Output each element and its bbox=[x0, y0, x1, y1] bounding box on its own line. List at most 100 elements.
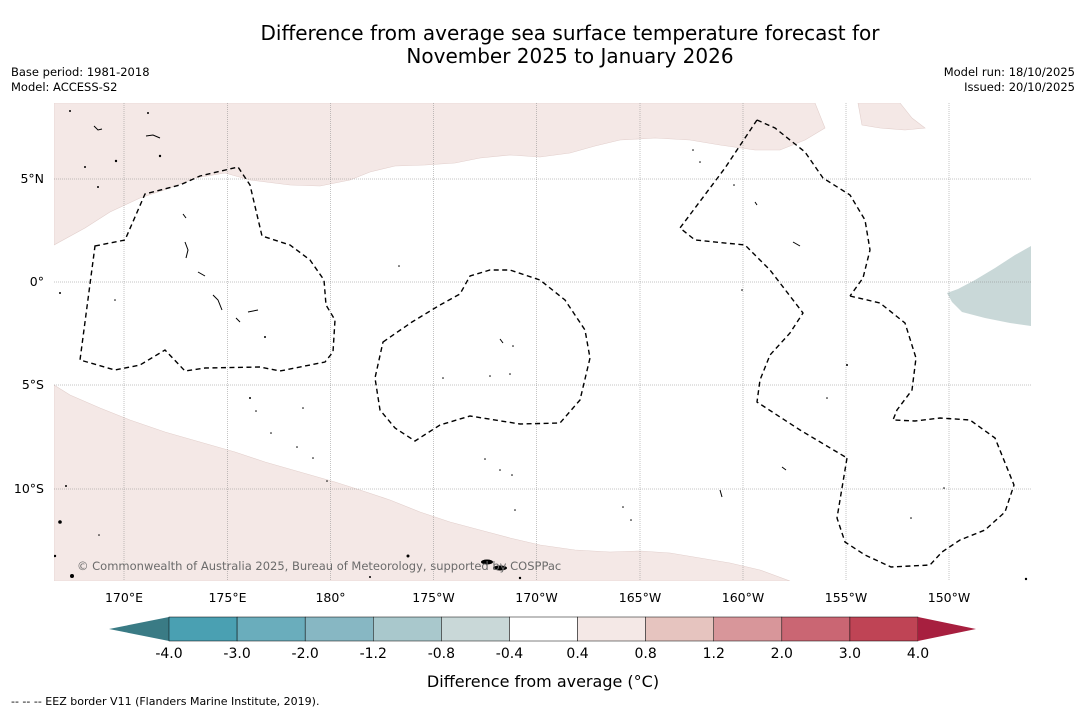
islands bbox=[93, 125, 801, 498]
eez-borders bbox=[79, 119, 1015, 568]
islet bbox=[846, 364, 848, 366]
islet bbox=[54, 554, 57, 558]
islet bbox=[943, 487, 945, 489]
colorbar-tick-label: -1.2 bbox=[360, 646, 387, 662]
islet bbox=[733, 184, 735, 186]
islet bbox=[512, 345, 514, 347]
islet bbox=[65, 485, 67, 487]
colorbar: -4.0 -3.0 -2.0 -1.2 -0.8 -0.4 0.4 0.8 1.2 2.0 3.0 4… bbox=[109, 616, 976, 691]
colorbar-segment bbox=[441, 616, 510, 642]
colorbar-segment bbox=[304, 616, 374, 642]
islet bbox=[98, 534, 100, 536]
islet bbox=[499, 469, 501, 471]
islet bbox=[699, 161, 701, 163]
lat-labels: 5°N 0° 5°S 10°S bbox=[14, 171, 44, 496]
island bbox=[182, 213, 187, 219]
islet bbox=[264, 336, 266, 338]
title-line-1: Difference from average sea surface temp… bbox=[260, 21, 880, 45]
island bbox=[754, 201, 758, 206]
lon-label-165w: 165°W bbox=[619, 590, 661, 605]
lat-label-10s: 10°S bbox=[14, 481, 44, 496]
colorbar-segments bbox=[168, 616, 919, 642]
islet bbox=[910, 517, 912, 519]
lon-labels: 170°E 175°E 180° 175°W 170°W 165°W 160°W… bbox=[105, 590, 970, 605]
island bbox=[792, 241, 801, 247]
islet bbox=[511, 474, 513, 476]
warm-anomaly-northeast bbox=[857, 103, 926, 131]
chart-title: Difference from average sea surface temp… bbox=[230, 22, 910, 68]
small-islets bbox=[54, 110, 1028, 581]
island bbox=[184, 241, 189, 259]
islet bbox=[302, 407, 304, 409]
island bbox=[197, 271, 206, 277]
map-area: © Commonwealth of Australia 2025, Bureau… bbox=[54, 103, 1031, 581]
lat-label-5n: 5°N bbox=[20, 171, 44, 186]
colorbar-tick-label: 0.4 bbox=[566, 646, 588, 662]
model-name: Model: ACCESS-S2 bbox=[11, 80, 118, 94]
colorbar-under-triangle bbox=[109, 617, 169, 641]
lon-label-150w: 150°W bbox=[928, 590, 970, 605]
islet bbox=[1024, 577, 1028, 581]
islet bbox=[484, 458, 486, 460]
island-samoa bbox=[481, 559, 493, 565]
colorbar-tick-label: 3.0 bbox=[839, 646, 861, 662]
eez-border-kiribati-line bbox=[756, 119, 871, 297]
lon-label-175e: 175°E bbox=[208, 590, 246, 605]
issued-date: Issued: 20/10/2025 bbox=[964, 80, 1075, 94]
lat-label-0: 0° bbox=[30, 274, 44, 289]
islet bbox=[398, 265, 400, 267]
lat-label-5s: 5°S bbox=[22, 377, 44, 392]
lon-label-180: 180° bbox=[315, 590, 345, 605]
islet bbox=[326, 480, 328, 482]
colorbar-segment bbox=[849, 616, 919, 642]
colorbar-segment bbox=[236, 616, 306, 642]
islet bbox=[249, 397, 251, 399]
islet bbox=[826, 397, 828, 399]
island bbox=[212, 294, 223, 311]
colorbar-tick-label: -2.0 bbox=[292, 646, 319, 662]
warm-anomaly-south bbox=[54, 384, 791, 581]
colorbar-segment bbox=[713, 616, 783, 642]
colorbar-tick-label: 4.0 bbox=[907, 646, 929, 662]
islet bbox=[514, 509, 516, 511]
meta-right: Model run: 18/10/2025 Issued: 20/10/2025 bbox=[944, 65, 1075, 95]
islet bbox=[255, 410, 257, 412]
island bbox=[247, 309, 259, 313]
cool-anomaly-east bbox=[947, 246, 1031, 326]
colorbar-segment bbox=[781, 616, 851, 642]
copyright-text: © Commonwealth of Australia 2025, Bureau… bbox=[77, 559, 561, 573]
islet bbox=[147, 112, 149, 114]
colorbar-segment bbox=[509, 616, 578, 642]
islet bbox=[59, 292, 61, 294]
model-run: Model run: 18/10/2025 bbox=[943, 65, 1075, 79]
islet bbox=[158, 154, 162, 158]
islet bbox=[312, 457, 314, 459]
colorbar-tick-label: 1.2 bbox=[703, 646, 725, 662]
eez-border-kiribati-phoenix bbox=[374, 269, 591, 442]
islet bbox=[114, 299, 116, 301]
island-samoa-2 bbox=[493, 565, 507, 571]
island bbox=[93, 125, 103, 131]
islet bbox=[489, 375, 491, 377]
colorbar-tick-label: -3.0 bbox=[223, 646, 250, 662]
colorbar-segment bbox=[645, 616, 714, 642]
colorbar-segment bbox=[577, 616, 646, 642]
colorbar-tick-label: 0.8 bbox=[635, 646, 657, 662]
gridlines bbox=[54, 103, 1031, 581]
eez-legend-note: -- -- -- EEZ border V11 (Flanders Marine… bbox=[11, 695, 320, 708]
base-period: Base period: 1981-2018 bbox=[11, 65, 150, 79]
lon-label-170e: 170°E bbox=[105, 590, 143, 605]
eez-border-line-south bbox=[836, 295, 1015, 568]
colorbar-over-triangle bbox=[918, 617, 976, 641]
lon-label-170w: 170°W bbox=[515, 590, 557, 605]
islet bbox=[296, 446, 298, 448]
island bbox=[235, 317, 241, 323]
eez-border-line-west bbox=[679, 119, 848, 459]
island bbox=[499, 338, 504, 344]
colorbar-tick-label: -0.4 bbox=[496, 646, 523, 662]
islet bbox=[741, 289, 743, 291]
island bbox=[145, 134, 161, 139]
colorbar-tick-label: 2.0 bbox=[771, 646, 793, 662]
islet bbox=[369, 576, 371, 578]
